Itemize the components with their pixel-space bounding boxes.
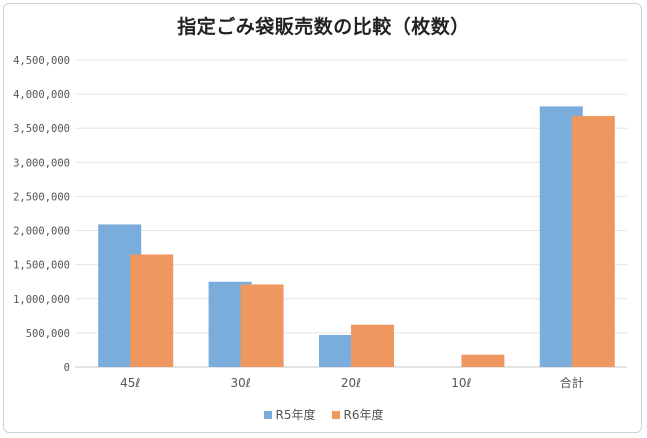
bar-r6-4 xyxy=(571,115,615,367)
y-tick-label: 500,000 xyxy=(26,328,70,340)
gridlines xyxy=(75,59,627,368)
legend-item-r5: R5年度 xyxy=(263,406,316,423)
legend-item-r6: R6年度 xyxy=(331,406,384,423)
y-tick-label: 2,000,000 xyxy=(13,226,70,238)
y-tick-label: 3,000,000 xyxy=(13,157,70,169)
bar-r6-1 xyxy=(240,284,284,367)
legend: R5年度 R6年度 xyxy=(0,406,647,423)
x-tick-label: 合計 xyxy=(560,375,584,390)
y-tick-label: 1,500,000 xyxy=(13,260,70,272)
bar-r6-3 xyxy=(461,354,505,367)
chart-title: 指定ごみ袋販売数の比較（枚数） xyxy=(177,16,470,38)
x-tick-label: 10ℓ xyxy=(451,376,471,390)
y-tick-label: 1,000,000 xyxy=(13,294,70,306)
y-tick-label: 0 xyxy=(64,362,70,374)
x-tick-label: 45ℓ xyxy=(120,376,140,390)
x-tick-label: 20ℓ xyxy=(341,376,361,390)
y-tick-label: 3,500,000 xyxy=(13,123,70,135)
x-axis: 45ℓ 30ℓ 20ℓ 10ℓ 合計 xyxy=(120,375,584,390)
y-axis: 0 500,000 1,000,000 1,500,000 2,000,000 2,500… xyxy=(13,55,70,374)
bars xyxy=(98,106,615,367)
y-tick-label: 4,500,000 xyxy=(13,55,70,67)
y-tick-label: 4,000,000 xyxy=(13,89,70,101)
legend-swatch-r5 xyxy=(263,410,272,419)
bar-r6-0 xyxy=(130,254,174,367)
bar-r6-2 xyxy=(351,324,394,367)
legend-label-r6: R6年度 xyxy=(343,408,384,422)
legend-swatch-r6 xyxy=(331,410,340,419)
x-tick-label: 30ℓ xyxy=(230,376,250,390)
legend-label-r5: R5年度 xyxy=(275,408,316,422)
y-tick-label: 2,500,000 xyxy=(13,191,70,203)
